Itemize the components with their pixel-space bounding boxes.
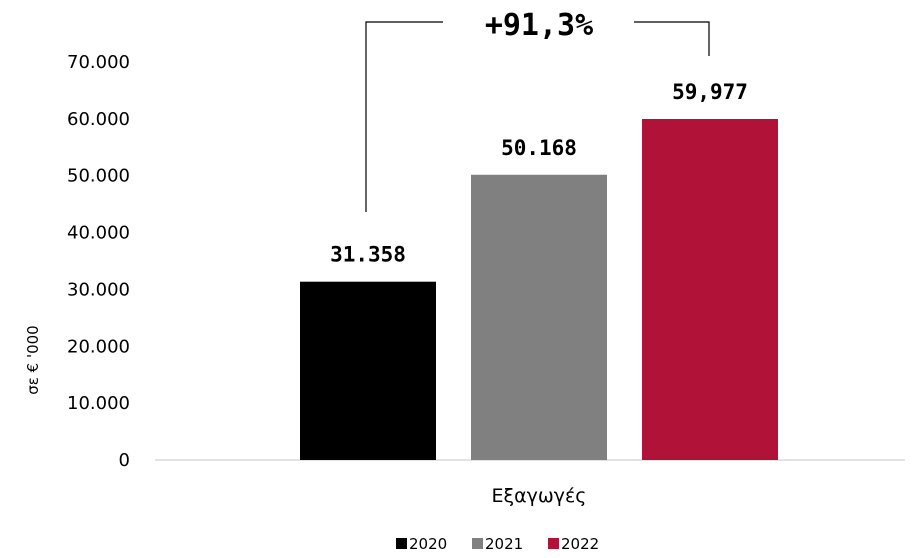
y-tick-label: 20.000: [67, 336, 130, 357]
y-tick-label: 40.000: [67, 223, 130, 244]
legend-label-2021: 2021: [485, 535, 523, 553]
growth-percentage-label: +91,3%: [485, 8, 593, 43]
y-tick-label: 30.000: [67, 279, 130, 300]
y-tick-label: 0: [119, 450, 130, 471]
legend-label-2022: 2022: [561, 535, 599, 553]
y-axis-label: σε € '000: [24, 325, 42, 394]
y-axis-ticks: 0 10.000 20.000 30.000 40.000 50.000 60.000 70.…: [67, 52, 130, 471]
bracket-left-line: [365, 21, 443, 212]
y-tick-label: 10.000: [67, 393, 130, 414]
legend: 2020 2021 2022: [396, 535, 599, 553]
legend-swatch-2022: [548, 538, 559, 549]
data-label-2022: 59,977: [672, 80, 748, 104]
bars: 31.358 50.168 59,977: [300, 80, 778, 460]
bar-2021: [471, 174, 607, 460]
bracket-right-line: [634, 21, 710, 56]
data-label-2021: 50.168: [501, 136, 577, 160]
y-tick-label: 60.000: [67, 109, 130, 130]
y-tick-label: 70.000: [67, 52, 130, 73]
growth-annotation: +91,3%: [365, 8, 710, 212]
y-tick-label: 50.000: [67, 166, 130, 187]
bar-2020: [300, 281, 436, 460]
legend-swatch-2021: [472, 538, 483, 549]
data-label-2020: 31.358: [330, 243, 406, 267]
x-category-label: Εξαγωγές: [492, 485, 587, 507]
legend-label-2020: 2020: [409, 535, 447, 553]
legend-swatch-2020: [396, 538, 407, 549]
bar-2022: [642, 118, 778, 460]
